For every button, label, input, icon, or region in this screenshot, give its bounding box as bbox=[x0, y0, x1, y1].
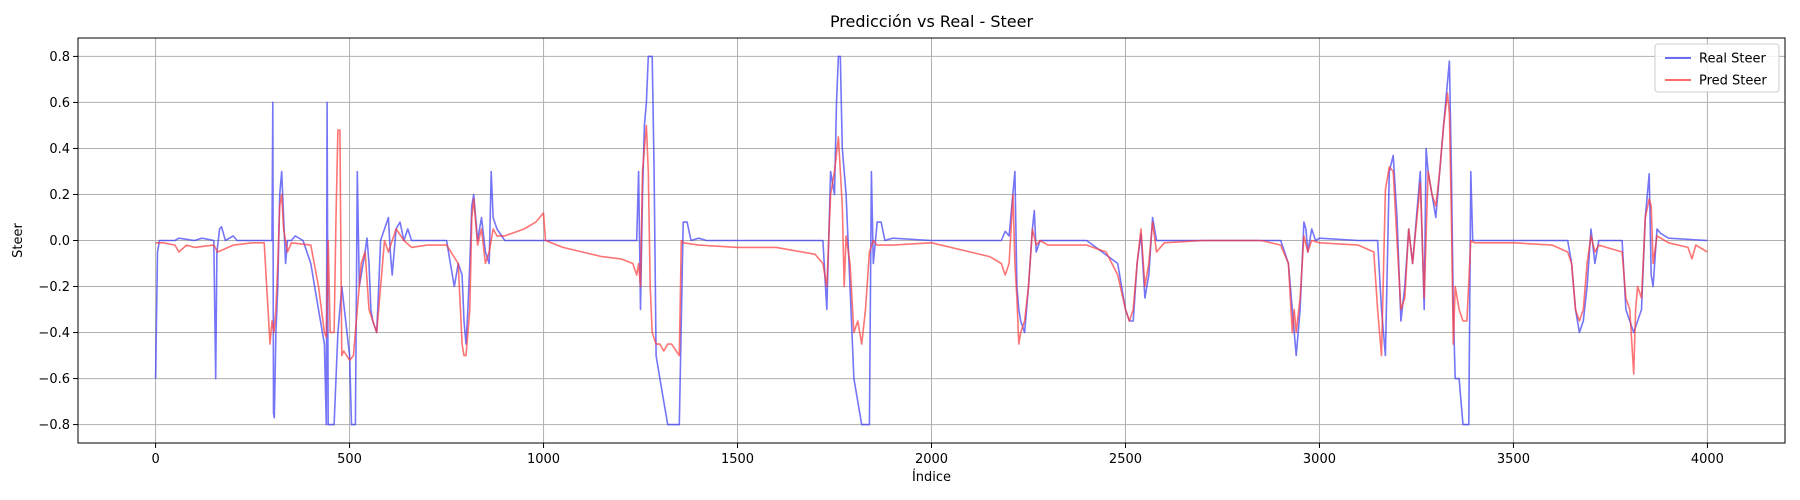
y-tick-label: 0.8 bbox=[49, 50, 70, 65]
x-tick-label: 1500 bbox=[721, 452, 754, 467]
legend: Real Steer Pred Steer bbox=[1654, 43, 1780, 93]
x-tick-label: 1000 bbox=[527, 452, 560, 467]
y-tick-label: 0.2 bbox=[49, 188, 70, 203]
x-tick-label: 3500 bbox=[1497, 452, 1530, 467]
y-tick-label: −0.6 bbox=[38, 372, 70, 387]
x-axis-label: Índice bbox=[912, 469, 951, 485]
y-tick-label: 0.4 bbox=[49, 142, 70, 157]
x-axis: 0 500 1000 1500 2000 2500 3000 3500 4000 bbox=[151, 443, 1724, 467]
series-line-pred-steer bbox=[155, 92, 1708, 375]
series-layer bbox=[154, 55, 1708, 426]
legend-label-real-steer: Real Steer bbox=[1699, 52, 1767, 67]
y-tick-label: 0.6 bbox=[49, 96, 70, 111]
y-axis-label: Steer bbox=[11, 223, 26, 258]
y-tick-label: −0.4 bbox=[38, 326, 70, 341]
y-axis: −0.8 −0.6 −0.4 −0.2 0.0 0.2 0.4 0.6 0.8 bbox=[38, 50, 78, 433]
x-tick-label: 4000 bbox=[1691, 452, 1724, 467]
y-tick-label: 0.0 bbox=[49, 234, 70, 249]
x-tick-label: 2000 bbox=[915, 452, 948, 467]
x-tick-label: 500 bbox=[337, 452, 362, 467]
chart-title: Predicción vs Real - Steer bbox=[830, 12, 1034, 31]
y-tick-label: −0.2 bbox=[38, 280, 70, 295]
x-tick-label: 0 bbox=[151, 452, 159, 467]
x-tick-label: 2500 bbox=[1109, 452, 1142, 467]
x-tick-label: 3000 bbox=[1303, 452, 1336, 467]
legend-label-pred-steer: Pred Steer bbox=[1699, 74, 1767, 89]
y-tick-label: −0.8 bbox=[38, 418, 70, 433]
